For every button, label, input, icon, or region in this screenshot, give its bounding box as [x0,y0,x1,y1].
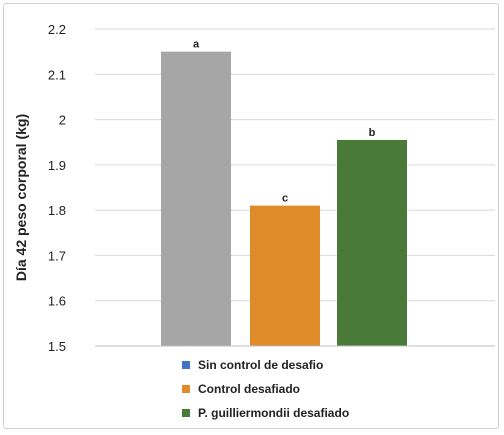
bars [161,51,407,347]
bar [337,139,407,346]
legend: Sin control de desafio Control desafiado P… [182,358,349,420]
legend-swatch [182,409,190,417]
y-axis-label: Día 42 peso corporal (kg) [13,114,29,281]
bar-chart: 1.5 1.6 1.7 1.8 1.9 2 2.1 2.2 a c b Día 42 peso c… [13,22,495,420]
y-tick-label: 2.2 [48,22,66,37]
bar [161,51,231,347]
data-labels: a c b [193,39,376,205]
data-label: a [193,39,200,51]
bar [250,205,320,346]
legend-label: P. guilliermondii desafiado [198,406,349,420]
y-tick-label: 1.5 [48,339,66,354]
legend-label: Sin control de desafio [198,358,323,372]
y-tick-label: 2.1 [48,67,66,82]
y-tick-label: 1.6 [48,294,66,309]
legend-label: Control desafiado [198,382,300,396]
data-label: c [282,193,288,205]
y-axis-ticks: 1.5 1.6 1.7 1.8 1.9 2 2.1 2.2 [48,22,66,354]
legend-swatch [182,361,190,369]
data-label: b [369,127,376,139]
y-tick-label: 2 [59,113,66,128]
y-tick-label: 1.8 [48,203,66,218]
y-tick-label: 1.7 [48,248,66,263]
chart-frame: 1.5 1.6 1.7 1.8 1.9 2 2.1 2.2 a c b Día 42 peso c… [3,3,499,429]
legend-swatch [182,385,190,393]
y-tick-label: 1.9 [48,158,66,173]
